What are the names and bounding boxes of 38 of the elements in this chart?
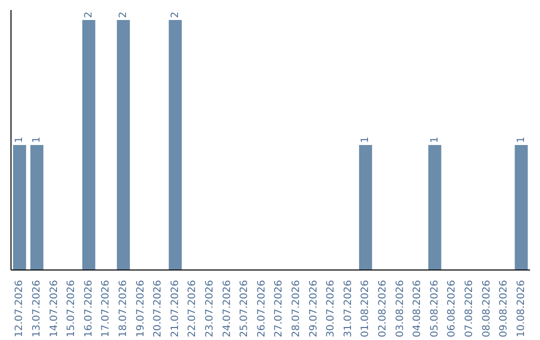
x-tick-label: 25.07.2026 xyxy=(239,280,250,338)
x-tick-label: 12.07.2026 xyxy=(14,280,26,338)
data-label: 2 xyxy=(83,12,94,18)
x-tick-label: 31.07.2026 xyxy=(342,280,354,338)
data-label: 1 xyxy=(14,136,26,143)
x-tick-label: 09.08.2026 xyxy=(498,280,510,338)
x-tick-label: 21.07.2026 xyxy=(170,280,181,338)
x-tick-label: 07.08.2026 xyxy=(464,280,475,338)
x-tick-label: 01.08.2026 xyxy=(360,280,372,338)
x-tick-label: 17.07.2026 xyxy=(100,280,112,338)
data-label: 2 xyxy=(170,12,181,18)
data-label: 1 xyxy=(360,136,372,143)
x-tick-label: 14.07.2026 xyxy=(48,280,60,338)
x-tick-label: 20.07.2026 xyxy=(152,280,164,338)
x-tick-label: 30.07.2026 xyxy=(326,280,337,338)
x-tick-label: 06.08.2026 xyxy=(446,280,458,338)
x-tick-label: 08.08.2026 xyxy=(481,280,492,338)
x-tick-label: 23.07.2026 xyxy=(204,280,216,338)
x-tick-label: 10.08.2026 xyxy=(516,280,527,338)
x-tick-label: 24.07.2026 xyxy=(222,280,233,338)
x-tick-label: 16.07.2026 xyxy=(83,280,94,338)
x-tick-label: 15.07.2026 xyxy=(66,280,78,338)
x-tick-label: 05.08.2026 xyxy=(429,280,440,338)
data-label: 1 xyxy=(31,136,42,143)
x-tick-label: 22.07.2026 xyxy=(187,280,198,338)
x-tick-label: 26.07.2026 xyxy=(256,280,268,338)
data-label: 1 xyxy=(429,136,440,143)
x-tick-label: 04.08.2026 xyxy=(412,280,424,338)
x-tick-label: 29.07.2026 xyxy=(308,280,320,338)
x-tick-label: 19.07.2026 xyxy=(135,280,146,338)
x-tick-label: 13.07.2026 xyxy=(31,280,42,338)
x-tick-label: 27.07.2026 xyxy=(274,280,285,338)
data-label: 1 xyxy=(516,136,527,143)
x-tick-label: 18.07.2026 xyxy=(118,280,129,338)
x-tick-label: 28.07.2026 xyxy=(290,280,302,338)
x-tick-label: 02.08.2026 xyxy=(377,280,388,338)
data-label: 2 xyxy=(118,12,129,18)
x-tick-label: 03.08.2026 xyxy=(394,280,406,338)
